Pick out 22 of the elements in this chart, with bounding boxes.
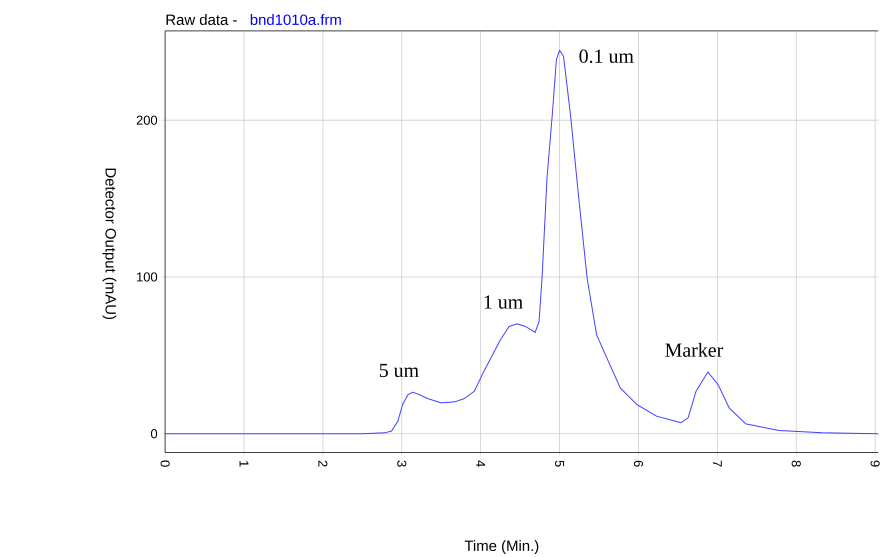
x-tick-label: 2 [318,460,328,466]
x-tick-label: 8 [792,460,801,467]
x-tick-label: 7 [712,460,722,466]
x-tick-label: 5 [555,460,564,467]
y-axis-title: Detector Output (mAU) [102,168,116,319]
annotation: 0.1 um [579,49,634,63]
y-tick-label: 0 [150,429,158,438]
y-tick-label: 100 [137,272,158,282]
annotation: Marker [665,342,724,357]
x-tick-label: 9 [870,460,880,466]
x-tick-label: 6 [634,460,644,467]
chart-title: Raw data - [166,14,237,25]
x-tick-label: 4 [476,460,486,467]
x-axis-title: Time (Min.) [464,540,538,554]
x-tick-label: 3 [397,460,406,467]
x-tick-label: 1 [240,460,248,466]
x-tick-label: 0 [160,460,170,467]
y-tick-label: 200 [136,115,158,125]
chart-subtitle: bnd1010a.frm [250,14,341,25]
line-series [164,50,879,434]
annotation: 1 um [484,295,523,309]
annotation: 5 um [380,364,419,377]
